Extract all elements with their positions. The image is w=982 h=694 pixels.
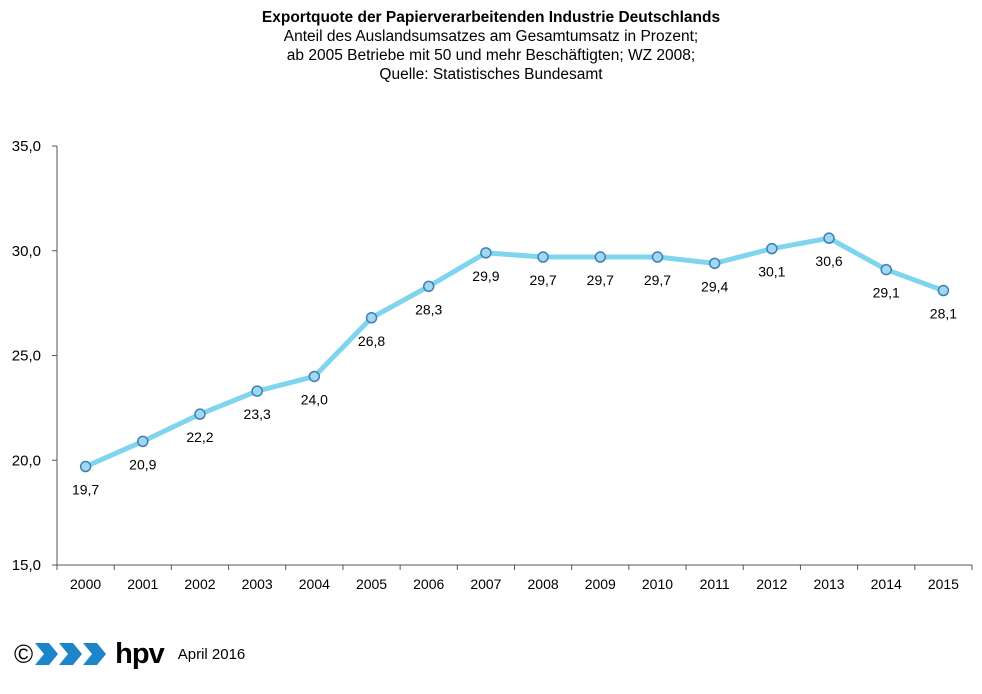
data-point [537, 251, 549, 263]
data-label: 30,6 [815, 253, 842, 269]
x-tick-label: 2007 [470, 576, 501, 592]
y-tick-label: 35,0 [12, 138, 41, 155]
data-label: 24,0 [301, 391, 328, 407]
data-label: 29,7 [644, 272, 671, 288]
data-point [708, 257, 721, 270]
brand-logo-text: hpv [115, 638, 165, 670]
series-line [83, 235, 946, 470]
x-tick-label: 2014 [871, 576, 902, 592]
x-tick-label: 2009 [585, 576, 616, 592]
data-point [766, 242, 778, 255]
data-point [937, 284, 950, 297]
data-label: 28,1 [930, 306, 957, 322]
publication-date: April 2016 [177, 645, 246, 663]
chevron-arrows-logo-icon [35, 641, 107, 667]
x-tick-label: 2005 [356, 576, 387, 592]
data-point [594, 251, 607, 263]
y-tick-label: 25,0 [12, 348, 41, 365]
data-label: 26,8 [358, 333, 385, 349]
x-tick-label: 2015 [928, 576, 959, 592]
chart-title-block: Exportquote der Papierverarbeitenden Ind… [0, 8, 982, 84]
x-tick-label: 2013 [813, 576, 844, 592]
y-tick-label: 20,0 [12, 452, 41, 469]
data-point [422, 280, 435, 293]
x-tick-label: 2006 [413, 576, 444, 592]
data-point [251, 385, 263, 397]
data-point [823, 232, 835, 244]
data-point [880, 263, 892, 276]
data-label: 30,1 [758, 264, 785, 280]
chart-subtitle-line-1: Anteil des Auslandsumsatzes am Gesamtums… [283, 28, 699, 45]
footer: © hpv April 2016 [14, 637, 245, 671]
data-label: 29,7 [529, 272, 556, 288]
data-label: 19,7 [72, 482, 99, 498]
y-tick-label: 30,0 [12, 243, 41, 260]
data-label: 29,9 [472, 268, 499, 284]
x-tick-label: 2008 [528, 576, 559, 592]
chart-subtitle-line-2: ab 2005 Betriebe mit 50 und mehr Beschäf… [286, 47, 696, 64]
data-label: 23,3 [244, 406, 271, 422]
chart-title: Exportquote der Papierverarbeitenden Ind… [261, 9, 721, 26]
x-tick-label: 2004 [299, 576, 330, 592]
data-point [651, 251, 664, 263]
data-point [194, 408, 206, 420]
x-tick-label: 2001 [127, 576, 158, 592]
x-tick-label: 2010 [642, 576, 673, 592]
data-point [308, 370, 321, 383]
y-tick-label: 15,0 [12, 557, 41, 574]
data-label: 29,7 [587, 272, 614, 288]
x-tick-label: 2002 [184, 576, 215, 592]
x-tick-label: 2003 [242, 576, 273, 592]
data-label: 22,2 [186, 429, 213, 445]
data-label: 29,4 [701, 278, 728, 294]
chart-subtitle-line-3: Quelle: Statistisches Bundesamt [379, 66, 603, 83]
copyright-symbol: © [14, 639, 34, 669]
data-point [480, 247, 492, 259]
x-tick-label: 2000 [70, 576, 101, 592]
data-point [137, 435, 149, 448]
data-point [365, 312, 378, 324]
data-label: 29,1 [873, 285, 900, 301]
x-tick-label: 2011 [700, 576, 730, 592]
data-label: 28,3 [415, 301, 442, 317]
data-point [79, 460, 92, 473]
x-tick-label: 2012 [756, 576, 787, 592]
data-label: 20,9 [129, 456, 156, 472]
